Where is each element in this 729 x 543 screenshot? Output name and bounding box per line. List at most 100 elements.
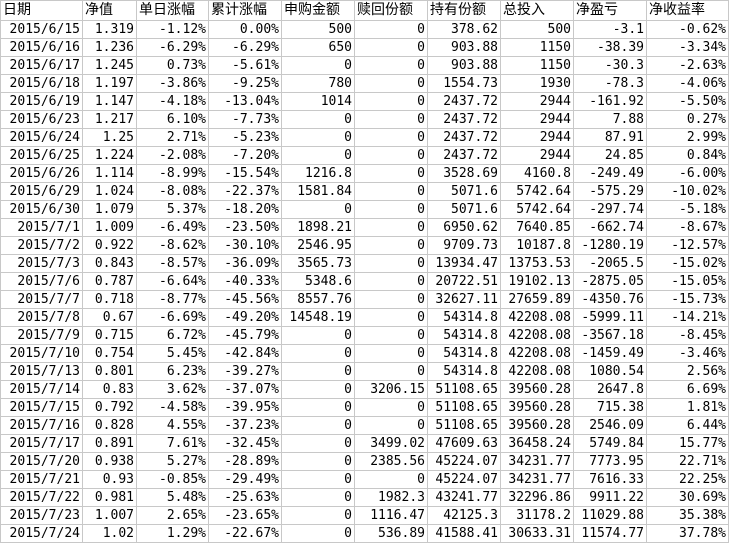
cell-col-daily-change[interactable]: 1.29% bbox=[136, 524, 209, 543]
cell-col-nav[interactable]: 1.25 bbox=[82, 128, 137, 147]
cell-col-net-pnl[interactable]: -30.3 bbox=[573, 56, 647, 75]
cell-col-nav[interactable]: 0.938 bbox=[82, 452, 137, 471]
cell-col-cumulative-change[interactable]: -25.63% bbox=[208, 488, 282, 507]
cell-col-holding-shares[interactable]: 2437.72 bbox=[427, 110, 501, 129]
cell-col-daily-change[interactable]: 3.62% bbox=[136, 380, 209, 399]
cell-col-net-pnl[interactable]: -1280.19 bbox=[573, 236, 647, 255]
cell-col-date[interactable]: 2015/6/25 bbox=[0, 146, 83, 165]
cell-col-daily-change[interactable]: 2.65% bbox=[136, 506, 209, 525]
cell-col-purchase-amount[interactable]: 780 bbox=[281, 74, 355, 93]
cell-col-net-pnl[interactable]: -78.3 bbox=[573, 74, 647, 93]
cell-col-holding-shares[interactable]: 47609.63 bbox=[427, 434, 501, 453]
cell-col-net-return[interactable]: -0.62% bbox=[646, 20, 729, 39]
cell-col-purchase-amount[interactable]: 8557.76 bbox=[281, 290, 355, 309]
cell-col-purchase-amount[interactable]: 0 bbox=[281, 326, 355, 345]
cell-col-cumulative-change[interactable]: -13.04% bbox=[208, 92, 282, 111]
cell-col-holding-shares[interactable]: 51108.65 bbox=[427, 380, 501, 399]
cell-col-cumulative-change[interactable]: -15.54% bbox=[208, 164, 282, 183]
cell-col-holding-shares[interactable]: 45224.07 bbox=[427, 470, 501, 489]
header-col-total-invested[interactable]: 总投入 bbox=[500, 0, 574, 21]
cell-col-cumulative-change[interactable]: -45.79% bbox=[208, 326, 282, 345]
cell-col-date[interactable]: 2015/6/19 bbox=[0, 92, 83, 111]
cell-col-date[interactable]: 2015/7/13 bbox=[0, 362, 83, 381]
cell-col-daily-change[interactable]: 5.48% bbox=[136, 488, 209, 507]
cell-col-purchase-amount[interactable]: 0 bbox=[281, 506, 355, 525]
cell-col-net-pnl[interactable]: -2875.05 bbox=[573, 272, 647, 291]
cell-col-net-pnl[interactable]: 2546.09 bbox=[573, 416, 647, 435]
cell-col-cumulative-change[interactable]: -32.45% bbox=[208, 434, 282, 453]
cell-col-daily-change[interactable]: -8.57% bbox=[136, 254, 209, 273]
cell-col-nav[interactable]: 0.792 bbox=[82, 398, 137, 417]
cell-col-date[interactable]: 2015/6/26 bbox=[0, 164, 83, 183]
cell-col-holding-shares[interactable]: 51108.65 bbox=[427, 416, 501, 435]
cell-col-daily-change[interactable]: 5.45% bbox=[136, 344, 209, 363]
cell-col-redeem-shares[interactable]: 0 bbox=[354, 182, 428, 201]
cell-col-daily-change[interactable]: -6.49% bbox=[136, 218, 209, 237]
cell-col-net-return[interactable]: -5.50% bbox=[646, 92, 729, 111]
cell-col-net-pnl[interactable]: 7773.95 bbox=[573, 452, 647, 471]
cell-col-net-pnl[interactable]: 5749.84 bbox=[573, 434, 647, 453]
cell-col-total-invested[interactable]: 36458.24 bbox=[500, 434, 574, 453]
cell-col-total-invested[interactable]: 10187.8 bbox=[500, 236, 574, 255]
cell-col-holding-shares[interactable]: 54314.8 bbox=[427, 362, 501, 381]
cell-col-cumulative-change[interactable]: -9.25% bbox=[208, 74, 282, 93]
cell-col-holding-shares[interactable]: 5071.6 bbox=[427, 182, 501, 201]
cell-col-net-return[interactable]: -5.18% bbox=[646, 200, 729, 219]
cell-col-redeem-shares[interactable]: 0 bbox=[354, 236, 428, 255]
cell-col-nav[interactable]: 0.67 bbox=[82, 308, 137, 327]
cell-col-purchase-amount[interactable]: 0 bbox=[281, 470, 355, 489]
cell-col-date[interactable]: 2015/7/15 bbox=[0, 398, 83, 417]
cell-col-redeem-shares[interactable]: 0 bbox=[354, 92, 428, 111]
cell-col-redeem-shares[interactable]: 3206.15 bbox=[354, 380, 428, 399]
cell-col-holding-shares[interactable]: 41588.41 bbox=[427, 524, 501, 543]
cell-col-purchase-amount[interactable]: 1014 bbox=[281, 92, 355, 111]
cell-col-date[interactable]: 2015/7/7 bbox=[0, 290, 83, 309]
cell-col-holding-shares[interactable]: 51108.65 bbox=[427, 398, 501, 417]
cell-col-total-invested[interactable]: 5742.64 bbox=[500, 200, 574, 219]
header-col-cumulative-change[interactable]: 累计涨幅 bbox=[208, 0, 282, 21]
cell-col-net-pnl[interactable]: -161.92 bbox=[573, 92, 647, 111]
cell-col-nav[interactable]: 1.024 bbox=[82, 182, 137, 201]
cell-col-date[interactable]: 2015/7/10 bbox=[0, 344, 83, 363]
header-col-daily-change[interactable]: 单日涨幅 bbox=[136, 0, 209, 21]
cell-col-date[interactable]: 2015/6/16 bbox=[0, 38, 83, 57]
cell-col-daily-change[interactable]: 6.23% bbox=[136, 362, 209, 381]
cell-col-total-invested[interactable]: 39560.28 bbox=[500, 416, 574, 435]
cell-col-redeem-shares[interactable]: 3499.02 bbox=[354, 434, 428, 453]
cell-col-nav[interactable]: 0.891 bbox=[82, 434, 137, 453]
cell-col-date[interactable]: 2015/7/24 bbox=[0, 524, 83, 543]
cell-col-redeem-shares[interactable]: 2385.56 bbox=[354, 452, 428, 471]
cell-col-purchase-amount[interactable]: 0 bbox=[281, 452, 355, 471]
cell-col-purchase-amount[interactable]: 5348.6 bbox=[281, 272, 355, 291]
cell-col-nav[interactable]: 0.83 bbox=[82, 380, 137, 399]
header-col-date[interactable]: 日期 bbox=[0, 0, 83, 21]
cell-col-holding-shares[interactable]: 903.88 bbox=[427, 56, 501, 75]
cell-col-holding-shares[interactable]: 45224.07 bbox=[427, 452, 501, 471]
cell-col-purchase-amount[interactable]: 1898.21 bbox=[281, 218, 355, 237]
cell-col-cumulative-change[interactable]: -5.61% bbox=[208, 56, 282, 75]
cell-col-cumulative-change[interactable]: -30.10% bbox=[208, 236, 282, 255]
cell-col-holding-shares[interactable]: 3528.69 bbox=[427, 164, 501, 183]
cell-col-purchase-amount[interactable]: 0 bbox=[281, 200, 355, 219]
cell-col-holding-shares[interactable]: 42125.3 bbox=[427, 506, 501, 525]
cell-col-net-return[interactable]: -6.00% bbox=[646, 164, 729, 183]
cell-col-cumulative-change[interactable]: -22.37% bbox=[208, 182, 282, 201]
cell-col-cumulative-change[interactable]: -28.89% bbox=[208, 452, 282, 471]
cell-col-nav[interactable]: 0.93 bbox=[82, 470, 137, 489]
cell-col-date[interactable]: 2015/7/23 bbox=[0, 506, 83, 525]
cell-col-redeem-shares[interactable]: 1116.47 bbox=[354, 506, 428, 525]
cell-col-purchase-amount[interactable]: 0 bbox=[281, 362, 355, 381]
cell-col-redeem-shares[interactable]: 0 bbox=[354, 272, 428, 291]
cell-col-total-invested[interactable]: 39560.28 bbox=[500, 380, 574, 399]
cell-col-nav[interactable]: 1.197 bbox=[82, 74, 137, 93]
cell-col-net-pnl[interactable]: -4350.76 bbox=[573, 290, 647, 309]
cell-col-nav[interactable]: 1.114 bbox=[82, 164, 137, 183]
cell-col-net-pnl[interactable]: 11029.88 bbox=[573, 506, 647, 525]
cell-col-date[interactable]: 2015/6/29 bbox=[0, 182, 83, 201]
cell-col-cumulative-change[interactable]: -49.20% bbox=[208, 308, 282, 327]
cell-col-purchase-amount[interactable]: 0 bbox=[281, 434, 355, 453]
cell-col-total-invested[interactable]: 7640.85 bbox=[500, 218, 574, 237]
cell-col-daily-change[interactable]: -2.08% bbox=[136, 146, 209, 165]
cell-col-net-return[interactable]: 15.77% bbox=[646, 434, 729, 453]
cell-col-nav[interactable]: 0.981 bbox=[82, 488, 137, 507]
